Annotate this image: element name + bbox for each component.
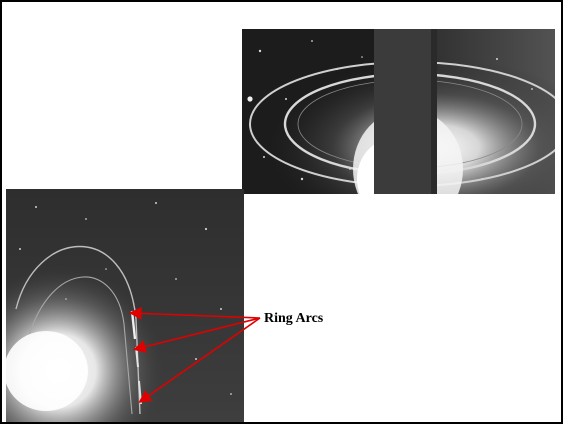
rings-photo (242, 29, 555, 194)
rings-photo-image (242, 29, 555, 194)
ring-arcs-photo (6, 189, 244, 422)
ring-arcs-label: Ring Arcs (264, 311, 324, 326)
ring-arcs-photo-image (6, 189, 244, 422)
